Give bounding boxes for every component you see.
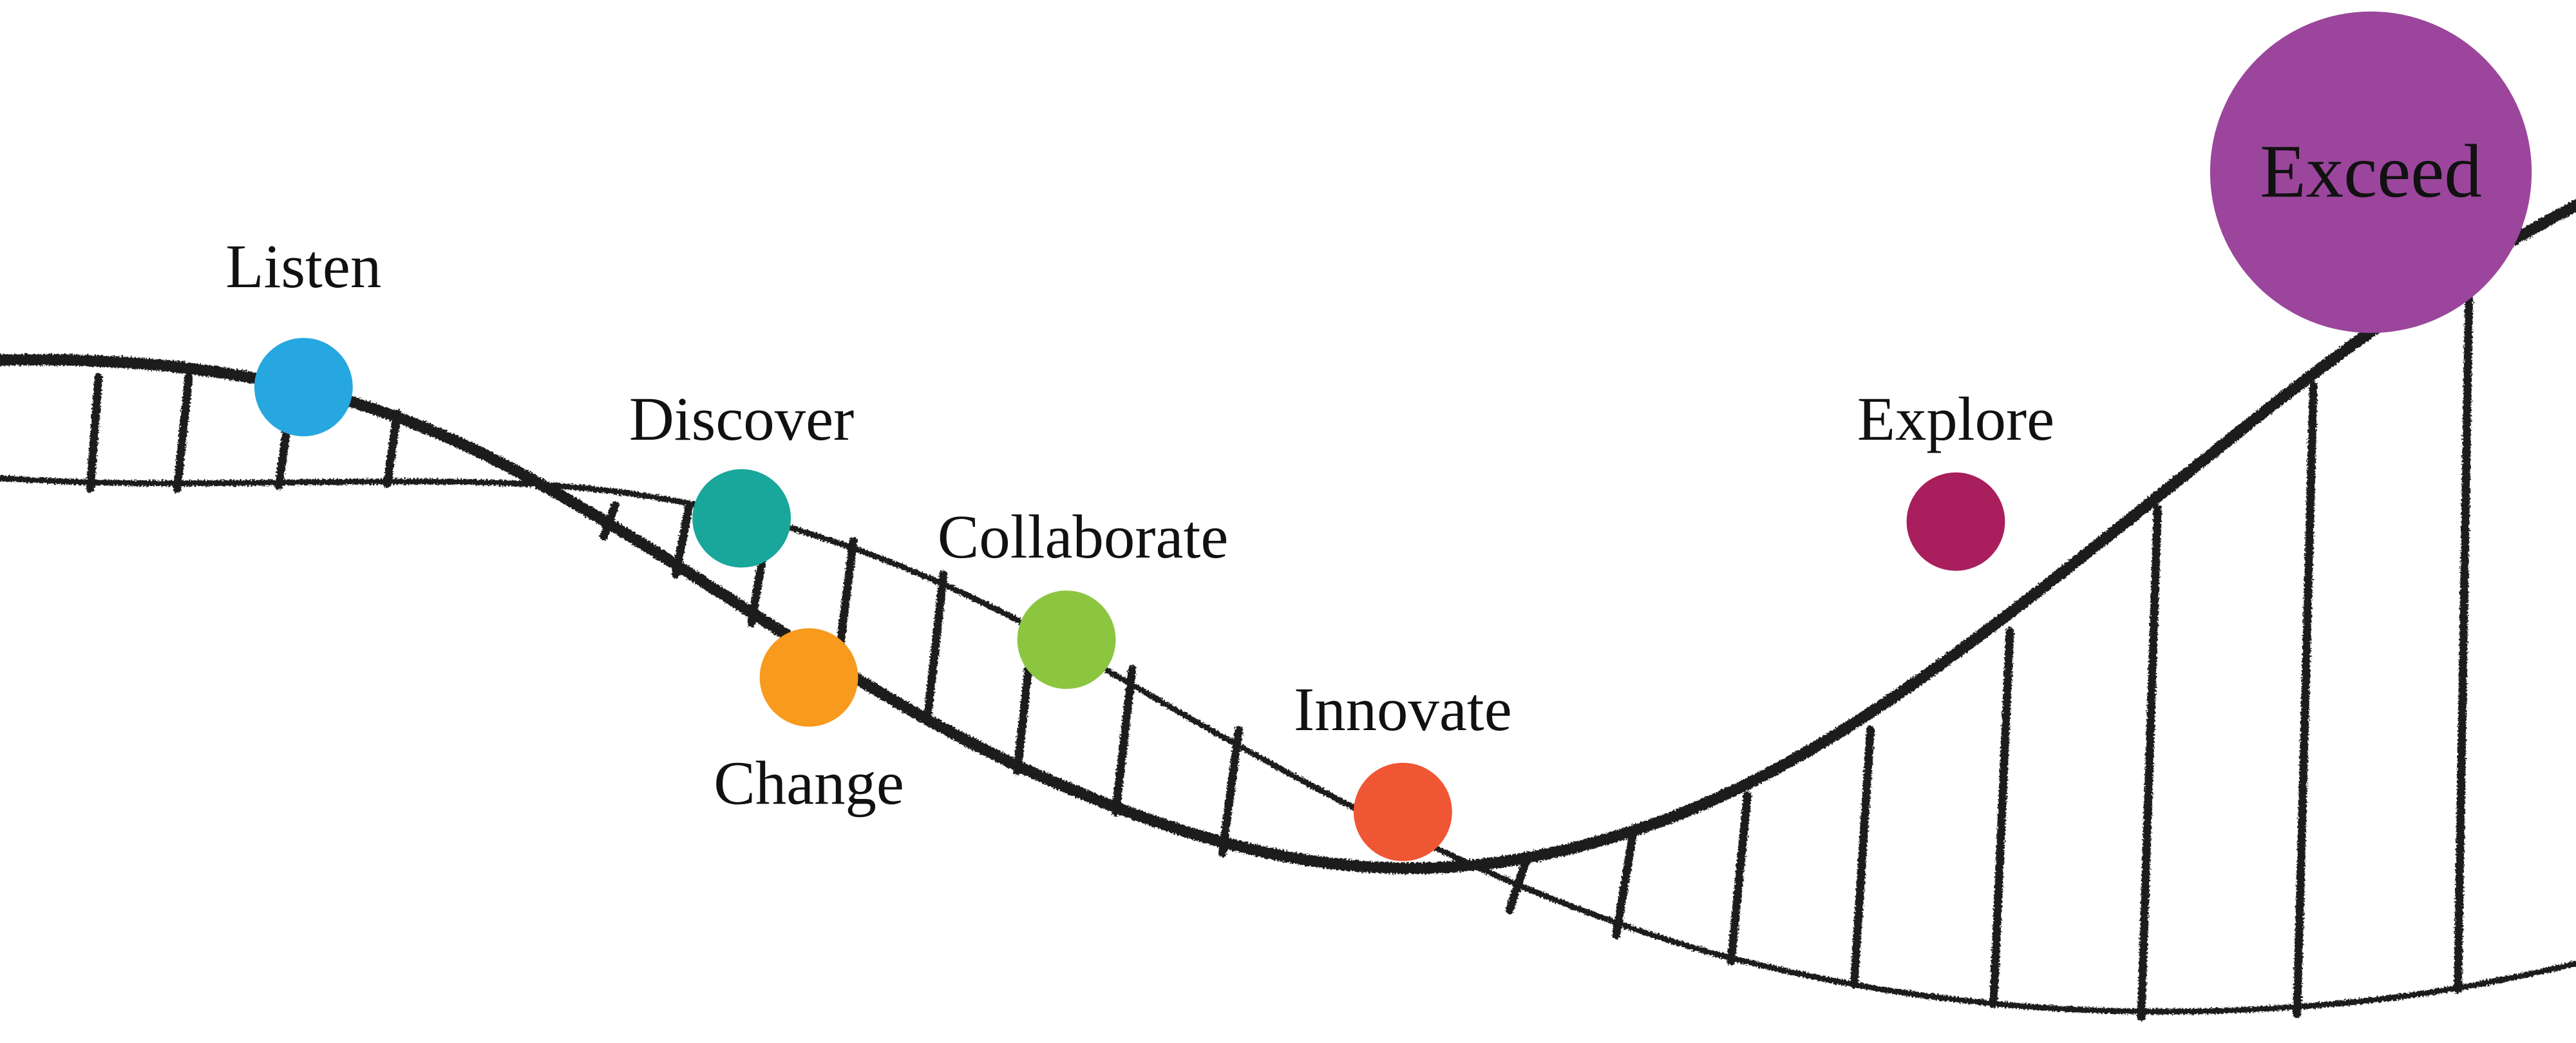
helix-rung	[1616, 836, 1633, 935]
node-circle-discover	[692, 469, 791, 568]
helix-rung	[1854, 730, 1870, 984]
node-label-discover: Discover	[629, 384, 854, 453]
node-label-listen: Listen	[225, 232, 381, 301]
dna-helix-diagram: Listen Discover Change Collaborate Innovate E…	[0, 0, 2576, 1043]
helix-rungs	[90, 270, 2469, 1017]
helix-rung	[2458, 270, 2470, 989]
helix-rung	[1731, 796, 1747, 961]
helix-rung	[927, 574, 943, 722]
node-label-explore: Explore	[1857, 384, 2054, 453]
helix-rung	[90, 377, 99, 489]
concept-nodes: Listen Discover Change Collaborate Innovate E…	[225, 12, 2532, 861]
helix-strand-thin	[0, 476, 2576, 1011]
node-explore: Explore	[1857, 384, 2054, 571]
helix-rung	[1222, 730, 1238, 853]
node-innovate: Innovate	[1294, 675, 1512, 861]
helix-rung	[1994, 632, 2010, 1004]
helix-rung	[2297, 386, 2313, 1014]
node-circle-collaborate	[1018, 590, 1116, 689]
helix-rung	[387, 413, 397, 484]
node-circle-listen	[254, 338, 353, 437]
helix-rung	[177, 377, 189, 489]
helix-rung	[1115, 669, 1132, 812]
node-label-innovate: Innovate	[1294, 675, 1512, 744]
helix-strand-thick	[0, 189, 2576, 869]
node-exceed: Exceed	[2210, 12, 2532, 333]
node-label-change: Change	[714, 748, 904, 817]
node-circle-change	[760, 628, 858, 727]
node-collaborate: Collaborate	[938, 502, 1229, 689]
node-circle-explore	[1907, 473, 2005, 571]
node-label-collaborate: Collaborate	[938, 502, 1229, 571]
node-change: Change	[714, 628, 904, 818]
node-label-exceed: Exceed	[2260, 131, 2482, 214]
helix-rung	[2141, 509, 2157, 1017]
node-circle-innovate	[1354, 763, 1452, 861]
